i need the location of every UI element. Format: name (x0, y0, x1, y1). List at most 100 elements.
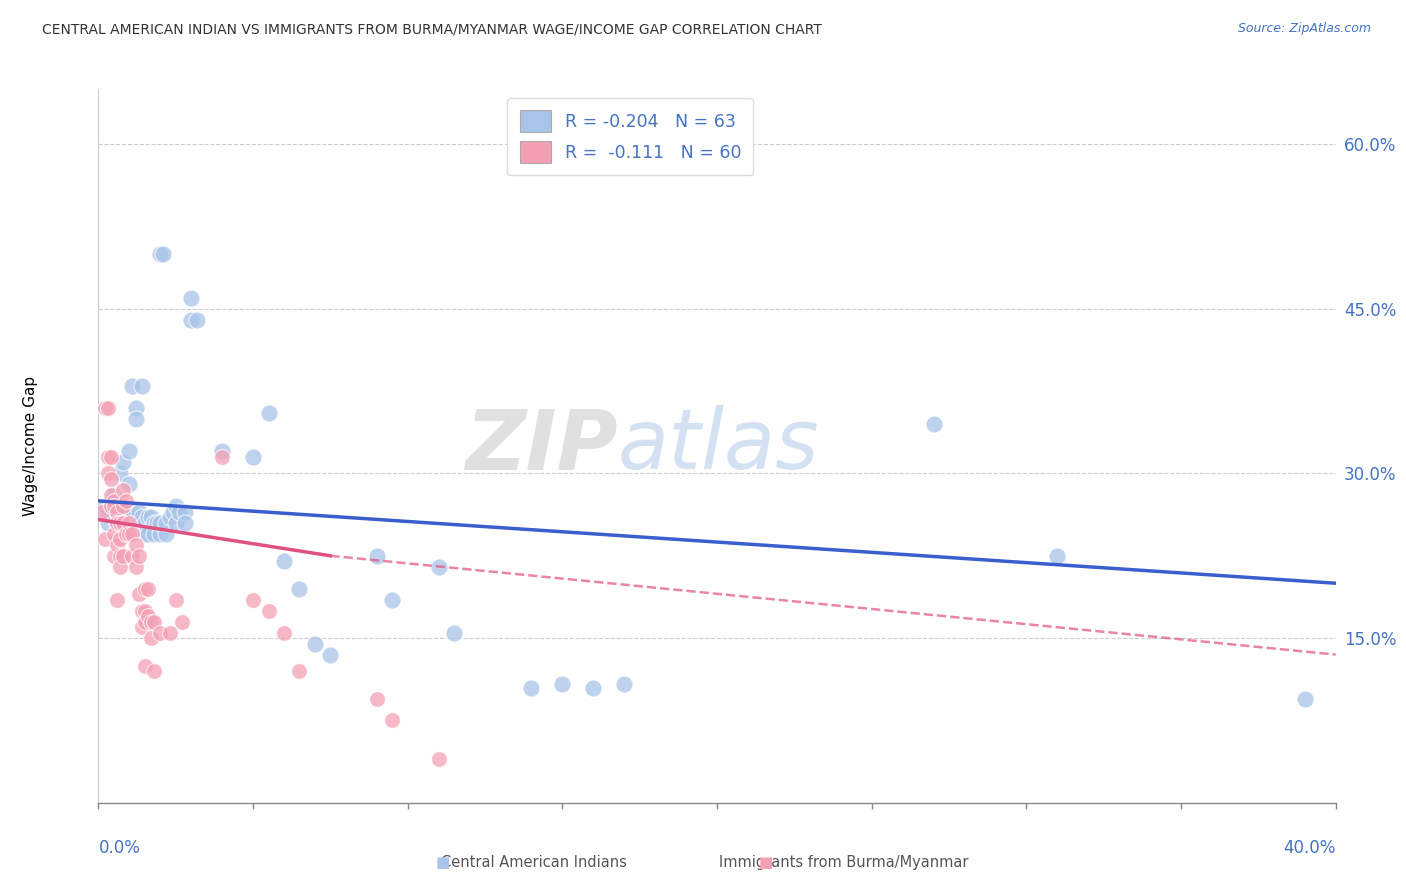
Point (134, 526, 156, 541)
Point (1294, 691, 1316, 706)
Point (273, 625, 295, 640)
Point (139, 631, 162, 645)
Point (103, 494, 125, 508)
Point (124, 559, 146, 574)
Point (112, 483, 135, 497)
Point (149, 526, 172, 541)
Point (128, 587, 150, 601)
Point (174, 516, 197, 530)
Point (366, 549, 388, 563)
Point (159, 625, 181, 640)
Point (118, 516, 141, 530)
Point (100, 488, 122, 502)
Point (381, 714, 404, 728)
Point (152, 247, 174, 261)
Point (115, 505, 138, 519)
Point (97, 450, 120, 464)
Text: CENTRAL AMERICAN INDIAN VS IMMIGRANTS FROM BURMA/MYANMAR WAGE/INCOME GAP CORRELA: CENTRAL AMERICAN INDIAN VS IMMIGRANTS FR… (42, 22, 823, 37)
Point (103, 549, 125, 563)
Point (100, 500, 122, 514)
Point (551, 677, 574, 691)
Point (304, 637, 326, 651)
Point (112, 549, 135, 563)
Point (105, 516, 128, 530)
Point (149, 625, 172, 640)
Point (136, 582, 159, 596)
Point (149, 247, 172, 261)
Text: 40.0%: 40.0% (1284, 838, 1336, 856)
Point (112, 516, 135, 530)
Point (103, 526, 125, 541)
Point (443, 625, 465, 640)
Text: ■: ■ (436, 855, 450, 870)
Point (121, 549, 143, 563)
Point (131, 510, 153, 524)
Point (105, 516, 128, 530)
Point (159, 510, 181, 524)
Point (93, 533, 115, 547)
Point (134, 582, 156, 596)
Point (288, 664, 311, 678)
Point (134, 615, 156, 629)
Point (131, 620, 153, 634)
Point (103, 500, 125, 514)
Text: 0.0%: 0.0% (98, 838, 141, 856)
Text: Wage/Income Gap: Wage/Income Gap (22, 376, 38, 516)
Point (134, 604, 156, 618)
Point (121, 505, 143, 519)
Point (922, 417, 945, 431)
Point (112, 500, 135, 514)
Point (143, 664, 166, 678)
Point (108, 533, 131, 547)
Point (136, 609, 159, 624)
Point (165, 516, 187, 530)
Point (131, 378, 153, 392)
Text: ZIP: ZIP (465, 406, 619, 486)
Point (90, 505, 112, 519)
Point (427, 559, 450, 574)
Point (143, 526, 166, 541)
Point (100, 450, 122, 464)
Point (115, 526, 138, 541)
Point (108, 559, 131, 574)
Point (103, 510, 125, 524)
Point (146, 516, 169, 530)
Point (139, 615, 162, 629)
Point (124, 401, 146, 415)
Point (128, 516, 150, 530)
Point (155, 516, 177, 530)
Point (366, 691, 388, 706)
Point (288, 582, 311, 596)
Point (105, 538, 128, 552)
Point (105, 505, 128, 519)
Point (134, 658, 156, 673)
Point (100, 500, 122, 514)
Point (211, 450, 233, 464)
Point (582, 681, 605, 695)
Point (134, 516, 156, 530)
Point (118, 477, 141, 491)
Point (211, 444, 233, 458)
Point (427, 752, 450, 766)
Point (115, 494, 138, 508)
Point (128, 549, 150, 563)
Point (165, 592, 187, 607)
Point (128, 505, 150, 519)
Point (149, 516, 172, 530)
Point (105, 592, 128, 607)
Point (124, 411, 146, 425)
Point (97, 467, 120, 481)
Point (97, 516, 120, 530)
Text: atlas: atlas (619, 406, 820, 486)
Point (118, 526, 141, 541)
Point (124, 538, 146, 552)
Point (131, 604, 153, 618)
Point (143, 516, 166, 530)
Point (257, 406, 280, 420)
Point (167, 505, 190, 519)
Point (155, 526, 177, 541)
Point (381, 592, 404, 607)
Point (105, 505, 128, 519)
Point (143, 615, 166, 629)
Point (108, 549, 131, 563)
